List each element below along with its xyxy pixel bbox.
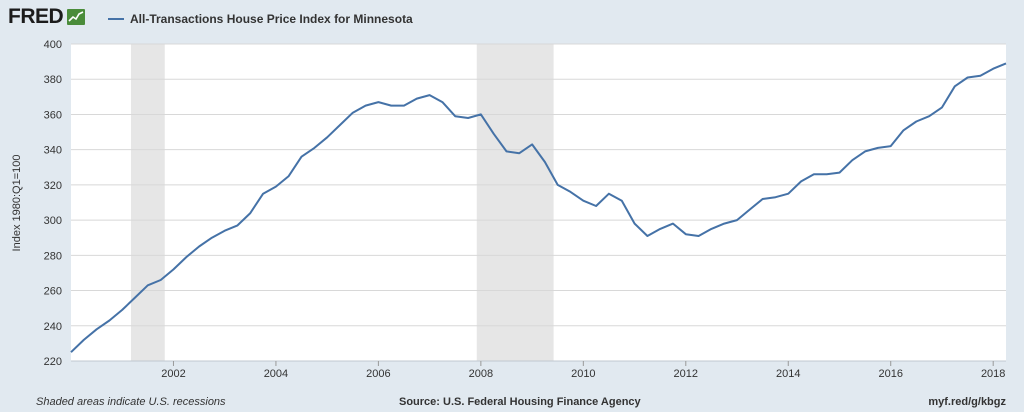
chart-legend: All-Transactions House Price Index for M… [108,12,413,26]
chart-title: All-Transactions House Price Index for M… [130,12,413,26]
x-axis-ticks: 2002 2004 2006 2008 2010 2012 2014 2016 2018 [71,360,1006,380]
y-tick-label-300: 300 [44,215,62,227]
y-tick-label-240: 240 [44,321,62,333]
y-tick-label-320: 320 [44,180,62,192]
series-layer [70,62,1007,353]
x-tick-label-2010: 2010 [571,368,595,380]
chart-line-icon [67,9,86,25]
y-tick-label-360: 360 [44,109,62,121]
chart-header: FRED All-Transactions House Price Index … [0,0,1024,34]
x-tick-label-2006: 2006 [366,368,390,380]
y-axis-ticks: 220 240 260 280 300 320 340 360 380 400 [44,39,62,368]
recession-band-1 [476,44,554,361]
x-tick-label-2014: 2014 [776,368,800,380]
short-link[interactable]: myf.red/g/kbgz [928,396,1006,408]
recession-band-0 [130,44,165,361]
x-tick-label-2012: 2012 [674,368,698,380]
y-tick-label-260: 260 [44,286,62,298]
y-axis-title: Index 1980:Q1=100 [11,155,23,252]
legend-swatch [108,18,124,20]
recession-layer [130,44,554,361]
y-tick-label-380: 380 [44,74,62,86]
source-note: Source: U.S. Federal Housing Finance Age… [399,396,641,408]
x-tick-label-2008: 2008 [469,368,493,380]
x-tick-label-2002: 2002 [161,368,185,380]
y-tick-label-220: 220 [44,356,62,368]
fred-logo-text: FRED [8,5,64,28]
x-tick-label-2016: 2016 [878,368,902,380]
y-tick-label-280: 280 [44,250,62,262]
y-tick-label-400: 400 [44,39,62,51]
grid-layer [71,43,1006,362]
recession-note: Shaded areas indicate U.S. recessions [36,396,226,408]
y-tick-label-340: 340 [44,145,62,157]
x-tick-label-2018: 2018 [981,368,1005,380]
series-line-0 [70,62,1007,353]
x-tick-label-2004: 2004 [264,368,288,380]
fred-logo[interactable]: FRED [8,5,86,29]
